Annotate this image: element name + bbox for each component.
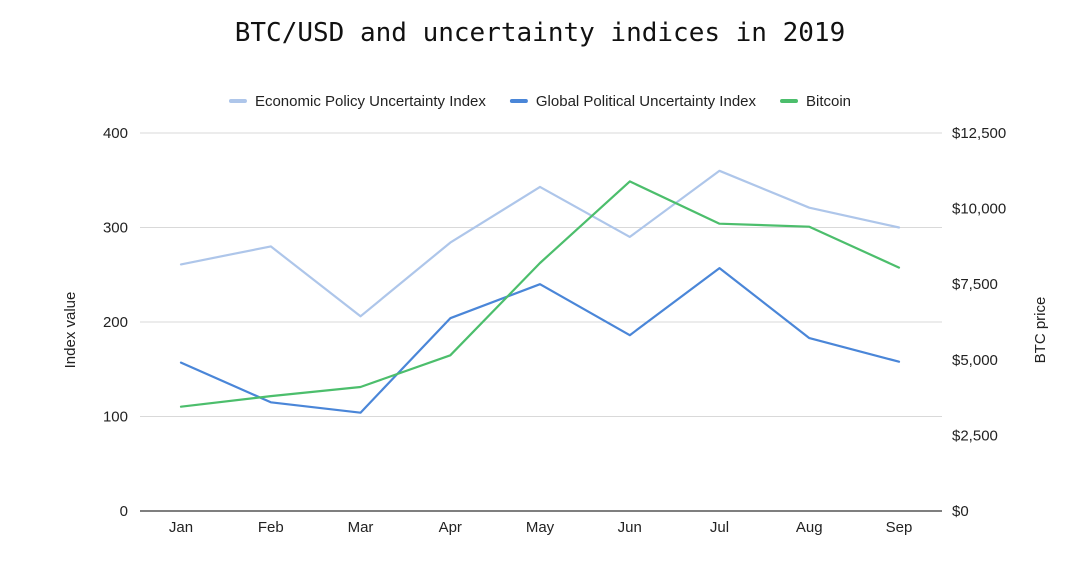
series-line-1 — [179, 267, 901, 414]
right-axis-ticks: $0 $2,500 $5,000 $7,500 $10,000 $12,500 — [952, 125, 1006, 520]
series-lines — [179, 169, 901, 414]
left-tick-label: 300 — [103, 220, 128, 237]
right-tick-label: $2,500 — [952, 427, 998, 444]
right-axis-title: BTC price — [1032, 297, 1049, 364]
right-tick-label: $5,000 — [952, 352, 998, 369]
series-line-0 — [179, 169, 901, 318]
x-tick-label: May — [526, 519, 555, 536]
legend-label: Global Political Uncertainty Index — [536, 93, 757, 110]
x-tick-label: Feb — [258, 519, 284, 536]
x-tick-label: Aug — [796, 519, 823, 536]
x-tick-label: Sep — [886, 519, 913, 536]
right-tick-label: $12,500 — [952, 125, 1006, 142]
left-tick-label: 100 — [103, 409, 128, 426]
right-tick-label: $7,500 — [952, 276, 998, 293]
x-tick-label: Apr — [439, 519, 462, 536]
x-axis-ticks: Jan Feb Mar Apr May Jun Jul Aug Sep — [169, 519, 912, 536]
right-tick-label: $10,000 — [952, 201, 1006, 218]
left-tick-label: 200 — [103, 314, 128, 331]
chart-title: BTC/USD and uncertainty indices in 2019 — [234, 18, 846, 48]
x-tick-label: Mar — [348, 519, 374, 536]
legend: Economic Policy Uncertainty Index Global … — [228, 93, 851, 110]
x-tick-label: Jul — [710, 519, 729, 536]
left-axis-title: Index value — [62, 292, 79, 369]
x-tick-label: Jun — [618, 519, 642, 536]
legend-label: Bitcoin — [806, 93, 851, 110]
left-axis-ticks: 0 100 200 300 400 — [103, 125, 128, 520]
x-tick-label: Jan — [169, 519, 193, 536]
left-tick-label: 0 — [120, 503, 128, 520]
right-tick-label: $0 — [952, 503, 969, 520]
left-tick-label: 400 — [103, 125, 128, 142]
gridlines — [140, 132, 942, 512]
legend-label: Economic Policy Uncertainty Index — [255, 93, 486, 110]
series-line-2 — [179, 180, 901, 408]
